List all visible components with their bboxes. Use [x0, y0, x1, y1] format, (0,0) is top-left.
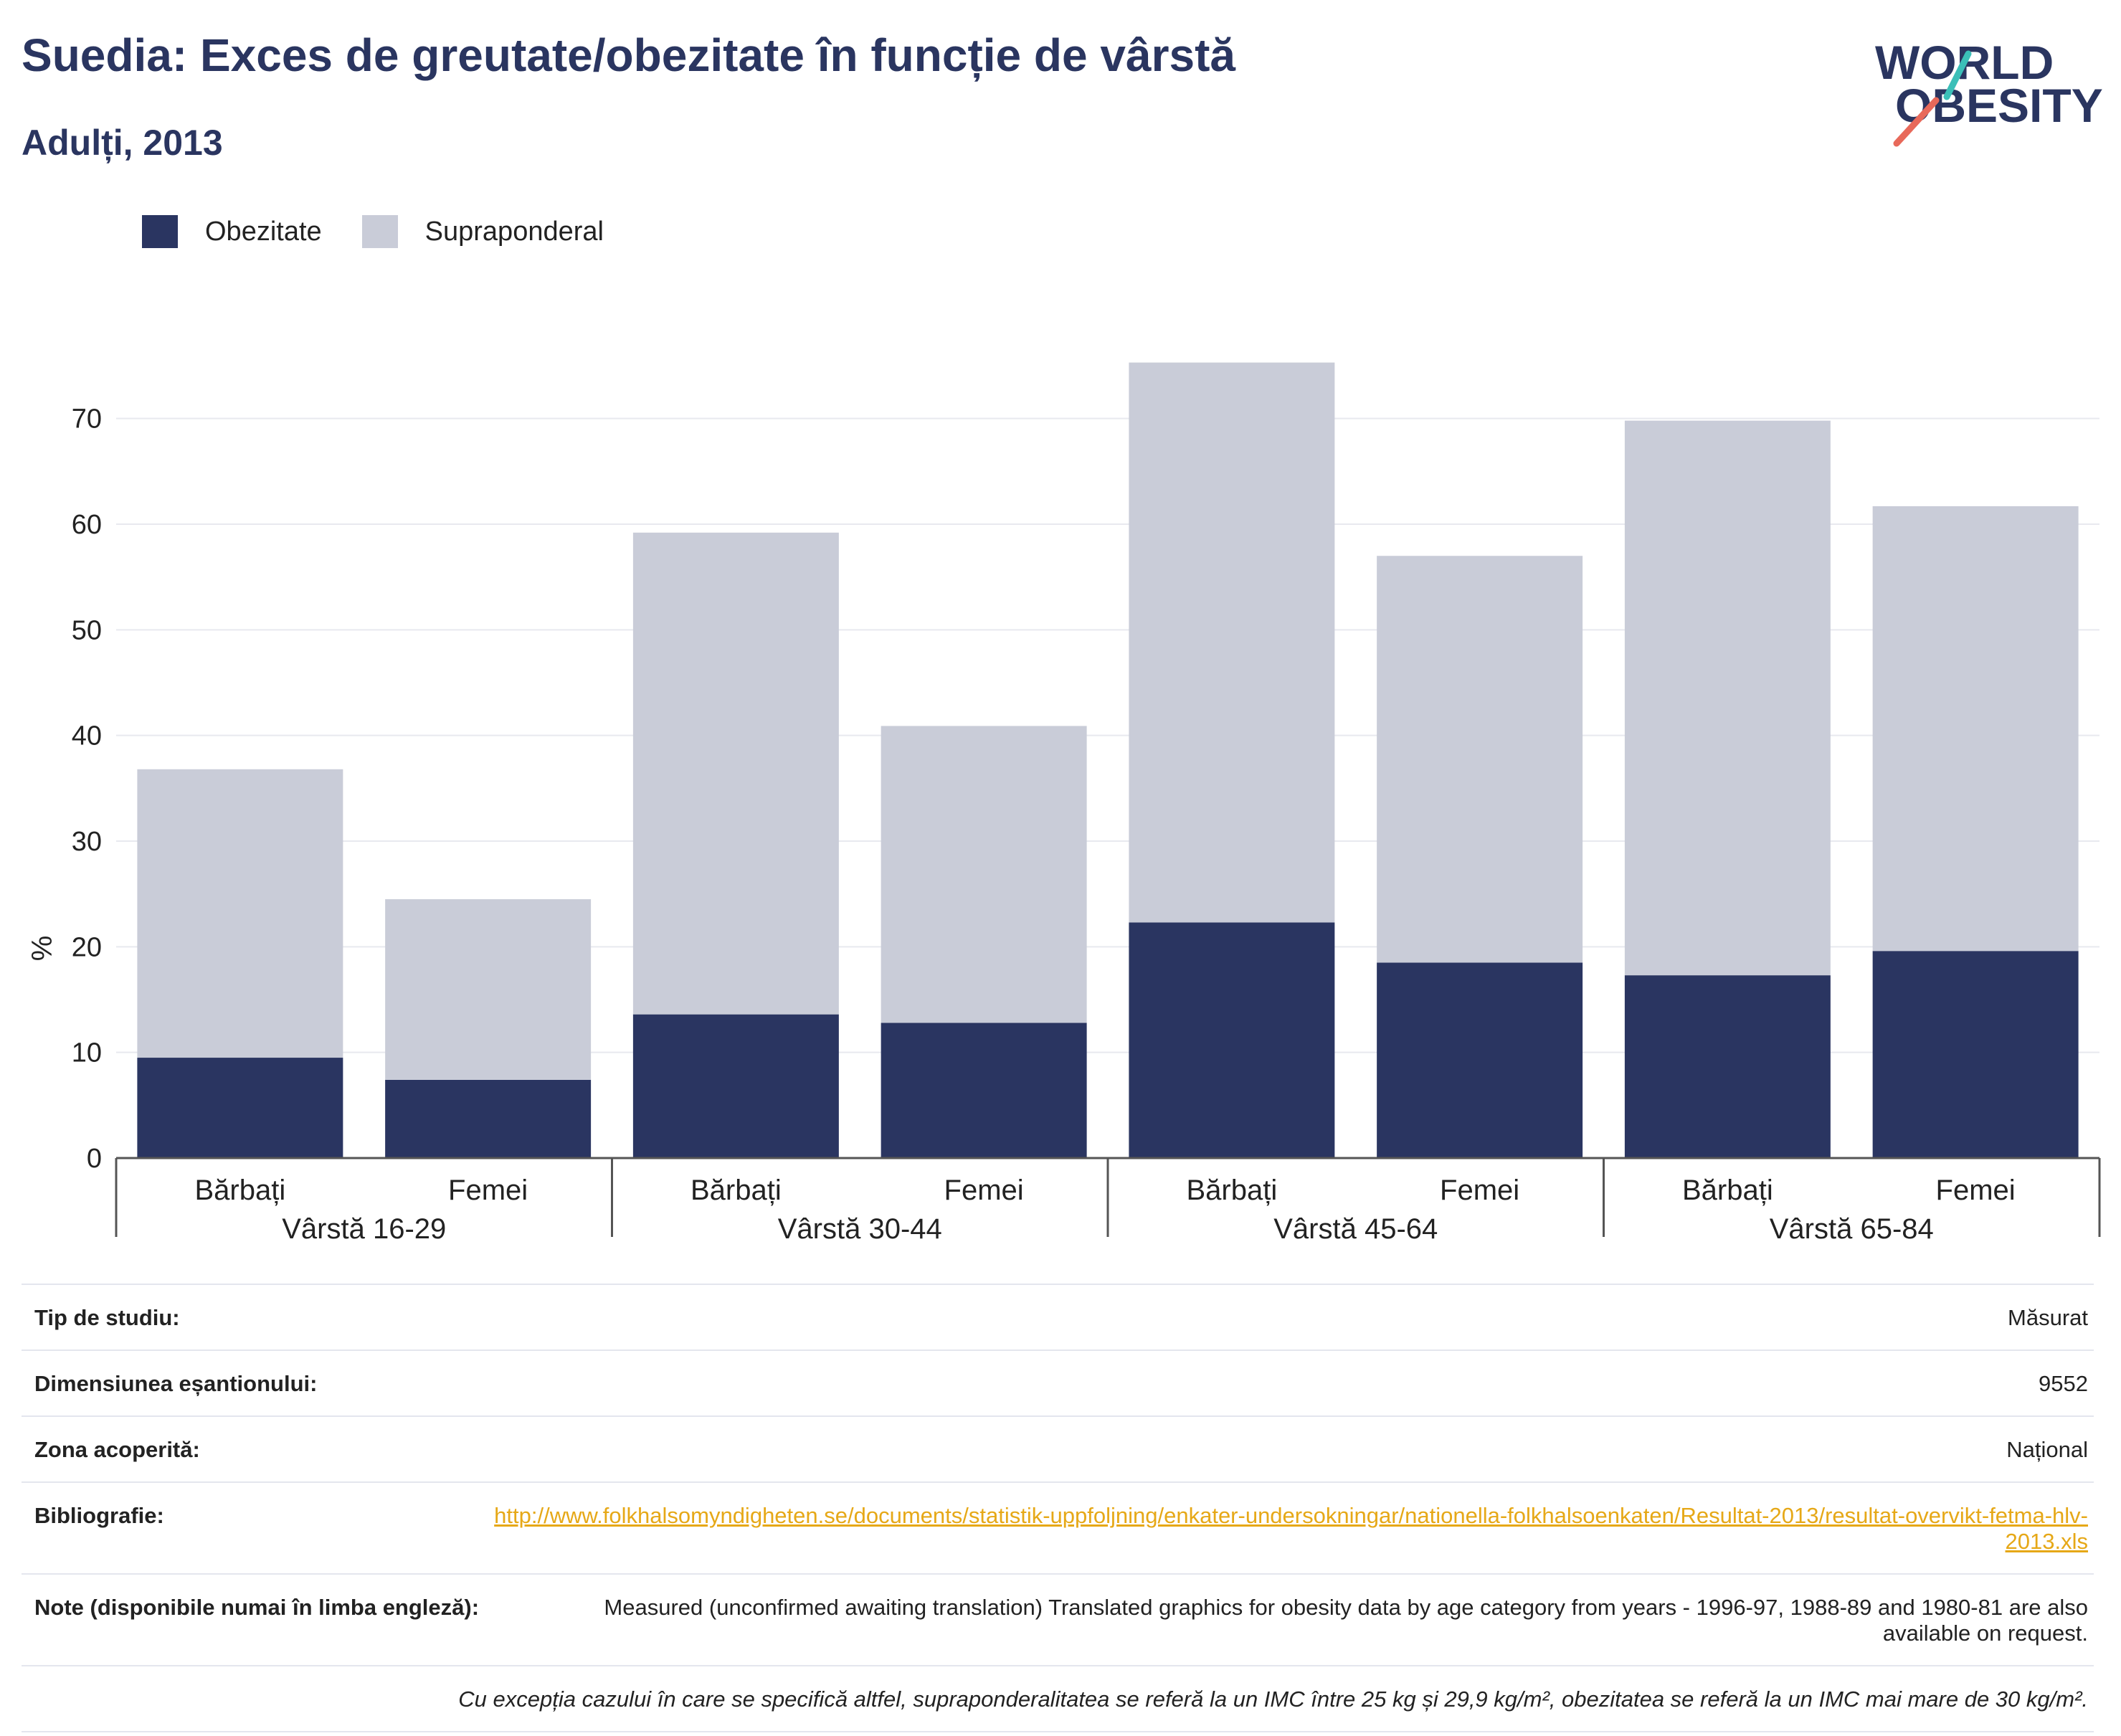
x-category-label: Bărbați [1187, 1175, 1278, 1206]
bar-obesity [881, 1023, 1087, 1158]
legend-label-overweight: Supraponderal [424, 216, 604, 247]
sample-size-value: 9552 [2039, 1371, 2088, 1396]
x-group-label: Vârstă 45-64 [1273, 1213, 1438, 1245]
x-group-label: Vârstă 30-44 [778, 1213, 942, 1245]
bibliography-label: Bibliografie: [34, 1503, 164, 1528]
info-row-coverage: Zona acoperită: Național [22, 1415, 2094, 1481]
chart-legend: Obezitate Supraponderal [142, 215, 644, 248]
x-group-label: Vârstă 16-29 [282, 1213, 446, 1245]
study-type-label: Tip de studiu: [34, 1305, 180, 1330]
bar-obesity [1872, 951, 2079, 1158]
study-type-value: Măsurat [2008, 1305, 2088, 1330]
bar-overweight [632, 532, 839, 1015]
bar-overweight [881, 726, 1087, 1023]
stacked-bar-chart: 0 10 20 30 40 50 60 70% Bărbați Femei Bărbați Femei… [27, 362, 2101, 1245]
x-category-label: Femei [1936, 1175, 2016, 1206]
bar-obesity [137, 1058, 343, 1158]
coverage-value: Național [2006, 1437, 2088, 1462]
info-table: Tip de studiu: Măsurat Dimensiunea eșant… [22, 1284, 2094, 1732]
x-category-label: Bărbați [691, 1175, 782, 1206]
footnote: Cu excepția cazului în care se specifică… [22, 1665, 2094, 1732]
x-group-label: Vârstă 65-84 [1770, 1213, 1934, 1245]
sample-size-label: Dimensiunea eșantionului: [34, 1371, 318, 1396]
bar-overweight [1872, 506, 2079, 952]
x-category-label: Bărbați [1682, 1175, 1773, 1206]
bar-obesity [1377, 962, 1583, 1158]
coverage-label: Zona acoperită: [34, 1437, 200, 1462]
logo-slash-coral [1893, 97, 1940, 147]
y-tick-label: 40 [72, 721, 102, 751]
y-tick-label: 10 [72, 1038, 102, 1068]
bar-overweight [1129, 362, 1335, 923]
bar-obesity [385, 1079, 592, 1158]
x-category-label: Femei [944, 1175, 1024, 1206]
notes-label: Note (disponibile numai în limba engleză… [34, 1595, 480, 1620]
bar-obesity [1624, 975, 1831, 1158]
bibliography-link[interactable]: http://www.folkhalsomyndigheten.se/docum… [494, 1503, 2088, 1554]
y-tick-label: 60 [72, 510, 102, 540]
logo-slash-teal [1943, 50, 1972, 100]
world-obesity-logo: WORLD OBESITY [1875, 36, 2103, 147]
page-title: Suedia: Exces de greutate/obezitate în f… [22, 29, 1235, 81]
bar-overweight [385, 899, 592, 1080]
info-row-bibliography: Bibliografie: http://www.folkhalsomyndig… [22, 1481, 2094, 1573]
bar-obesity [632, 1014, 839, 1158]
bar-overweight [1624, 420, 1831, 976]
legend-swatch-overweight [361, 215, 398, 248]
page-subtitle: Adulți, 2013 [22, 123, 223, 163]
bar-obesity [1129, 922, 1335, 1158]
y-tick-label: 0 [87, 1144, 102, 1174]
bar-overweight [137, 769, 343, 1058]
x-category-label: Bărbați [195, 1175, 286, 1206]
bar-overweight [1377, 556, 1583, 963]
y-tick-label: 70 [72, 404, 102, 435]
legend-swatch-obesity [142, 215, 178, 248]
x-category-label: Femei [1440, 1175, 1519, 1206]
x-category-label: Femei [448, 1175, 528, 1206]
legend-label-obesity: Obezitate [205, 216, 322, 247]
info-row-notes: Note (disponibile numai în limba engleză… [22, 1573, 2094, 1665]
info-row-sample-size: Dimensiunea eșantionului: 9552 [22, 1350, 2094, 1415]
y-tick-label: 30 [72, 827, 102, 857]
y-tick-label: 50 [72, 615, 102, 645]
info-row-study-type: Tip de studiu: Măsurat [22, 1284, 2094, 1350]
y-axis-label: % [27, 936, 58, 962]
y-tick-label: 20 [72, 932, 102, 962]
notes-value: Measured (unconfirmed awaiting translati… [604, 1595, 2088, 1646]
